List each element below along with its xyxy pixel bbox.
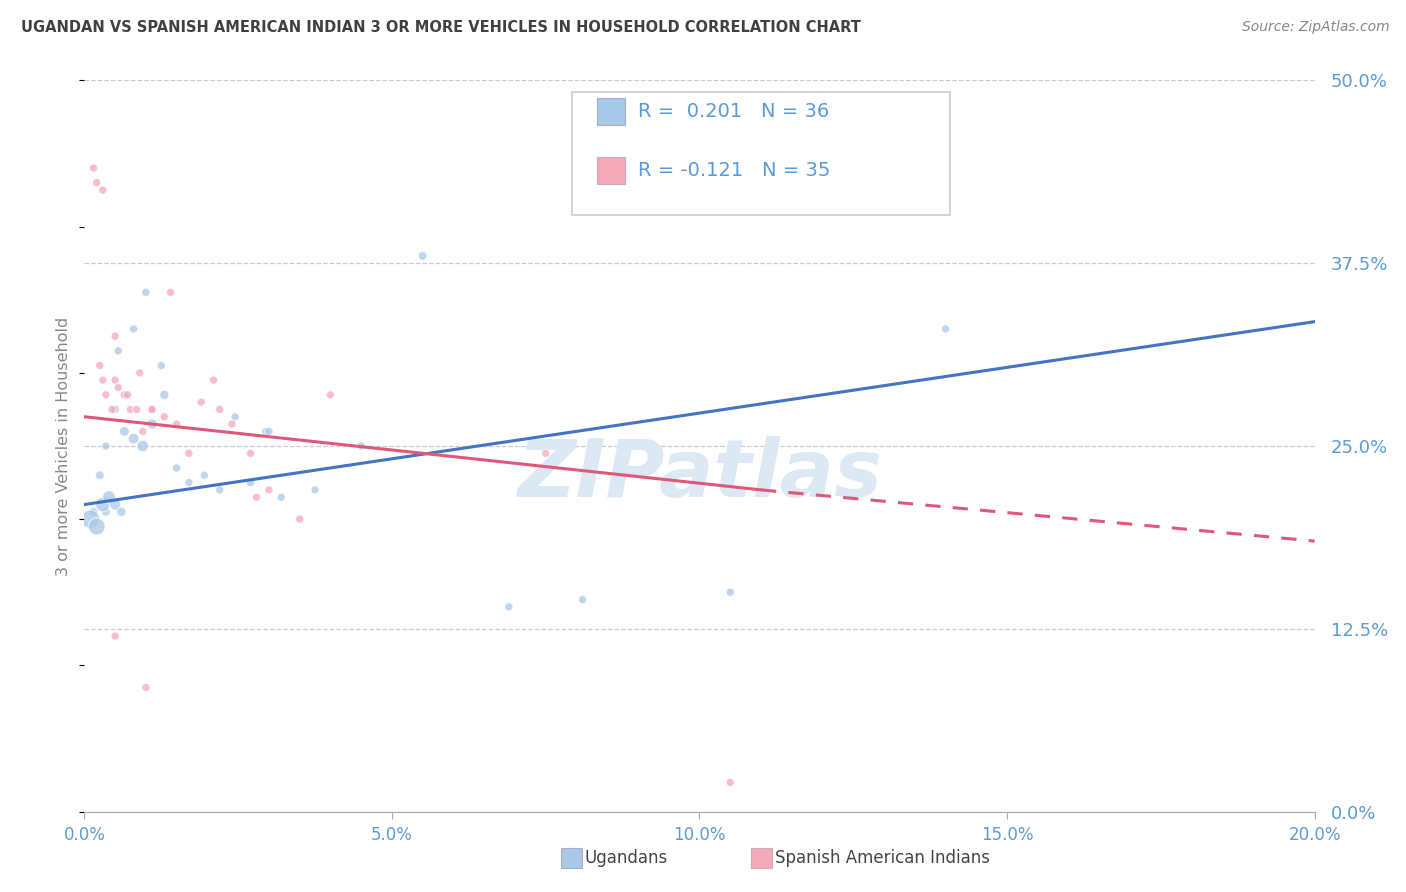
Point (135, 681, 157, 695)
Point (257, 483, 280, 497)
Text: Source: ZipAtlas.com: Source: ZipAtlas.com (1241, 20, 1389, 34)
Point (193, 468, 215, 483)
Point (718, 585, 741, 599)
Point (94, 388, 117, 402)
Point (94, 439, 117, 453)
Point (86, 176, 108, 190)
Point (104, 629, 127, 643)
Point (117, 388, 139, 402)
Point (254, 425, 277, 439)
Point (412, 249, 434, 263)
Point (94, 505, 117, 519)
Point (112, 425, 135, 439)
Point (104, 498, 127, 512)
Text: ZIPatlas: ZIPatlas (517, 436, 882, 515)
Point (120, 402, 142, 417)
Point (534, 446, 557, 460)
Point (132, 439, 155, 453)
Point (91, 373, 114, 387)
Point (110, 505, 132, 519)
Point (104, 373, 127, 387)
Point (498, 599, 520, 614)
Y-axis label: 3 or more Vehicles in Household: 3 or more Vehicles in Household (56, 317, 72, 575)
Point (112, 388, 135, 402)
Point (86, 519, 108, 533)
Point (83, 161, 105, 175)
Point (122, 432, 145, 446)
Point (239, 475, 262, 490)
Point (257, 425, 280, 439)
Point (89, 359, 111, 373)
Point (350, 439, 373, 453)
Point (141, 417, 163, 431)
Point (221, 417, 243, 431)
Point (122, 322, 145, 336)
Text: Ugandans: Ugandans (585, 849, 668, 867)
Point (98, 490, 121, 504)
Text: Spanish American Indians: Spanish American Indians (775, 849, 990, 867)
Point (89, 468, 111, 483)
Point (166, 461, 188, 475)
Point (83, 505, 105, 519)
Point (246, 490, 269, 504)
Point (190, 395, 212, 409)
Point (104, 329, 127, 343)
Text: R = -0.121   N = 35: R = -0.121 N = 35 (638, 161, 831, 179)
Point (141, 402, 163, 417)
Point (166, 417, 188, 431)
Point (128, 366, 150, 380)
Point (91, 183, 114, 197)
Point (135, 285, 157, 300)
Point (177, 446, 200, 460)
Point (107, 343, 129, 358)
Point (224, 409, 246, 424)
Point (132, 425, 155, 439)
Point (304, 483, 326, 497)
Point (101, 402, 124, 417)
Point (288, 512, 311, 526)
Point (159, 285, 181, 300)
Point (153, 409, 176, 424)
Point (141, 402, 163, 417)
Point (935, 322, 957, 336)
Point (319, 388, 342, 402)
Point (153, 388, 176, 402)
Point (270, 490, 292, 504)
Point (202, 373, 225, 387)
Point (571, 592, 593, 607)
Point (79, 512, 101, 526)
Text: UGANDAN VS SPANISH AMERICAN INDIAN 3 OR MORE VEHICLES IN HOUSEHOLD CORRELATION C: UGANDAN VS SPANISH AMERICAN INDIAN 3 OR … (21, 20, 860, 35)
Point (107, 380, 129, 394)
Text: R =  0.201   N = 36: R = 0.201 N = 36 (638, 102, 830, 120)
Point (718, 775, 741, 789)
Point (208, 483, 231, 497)
Point (104, 402, 127, 417)
Point (208, 402, 231, 417)
Point (239, 446, 262, 460)
Point (125, 402, 148, 417)
Point (150, 359, 173, 373)
Point (91, 498, 114, 512)
Point (177, 475, 200, 490)
